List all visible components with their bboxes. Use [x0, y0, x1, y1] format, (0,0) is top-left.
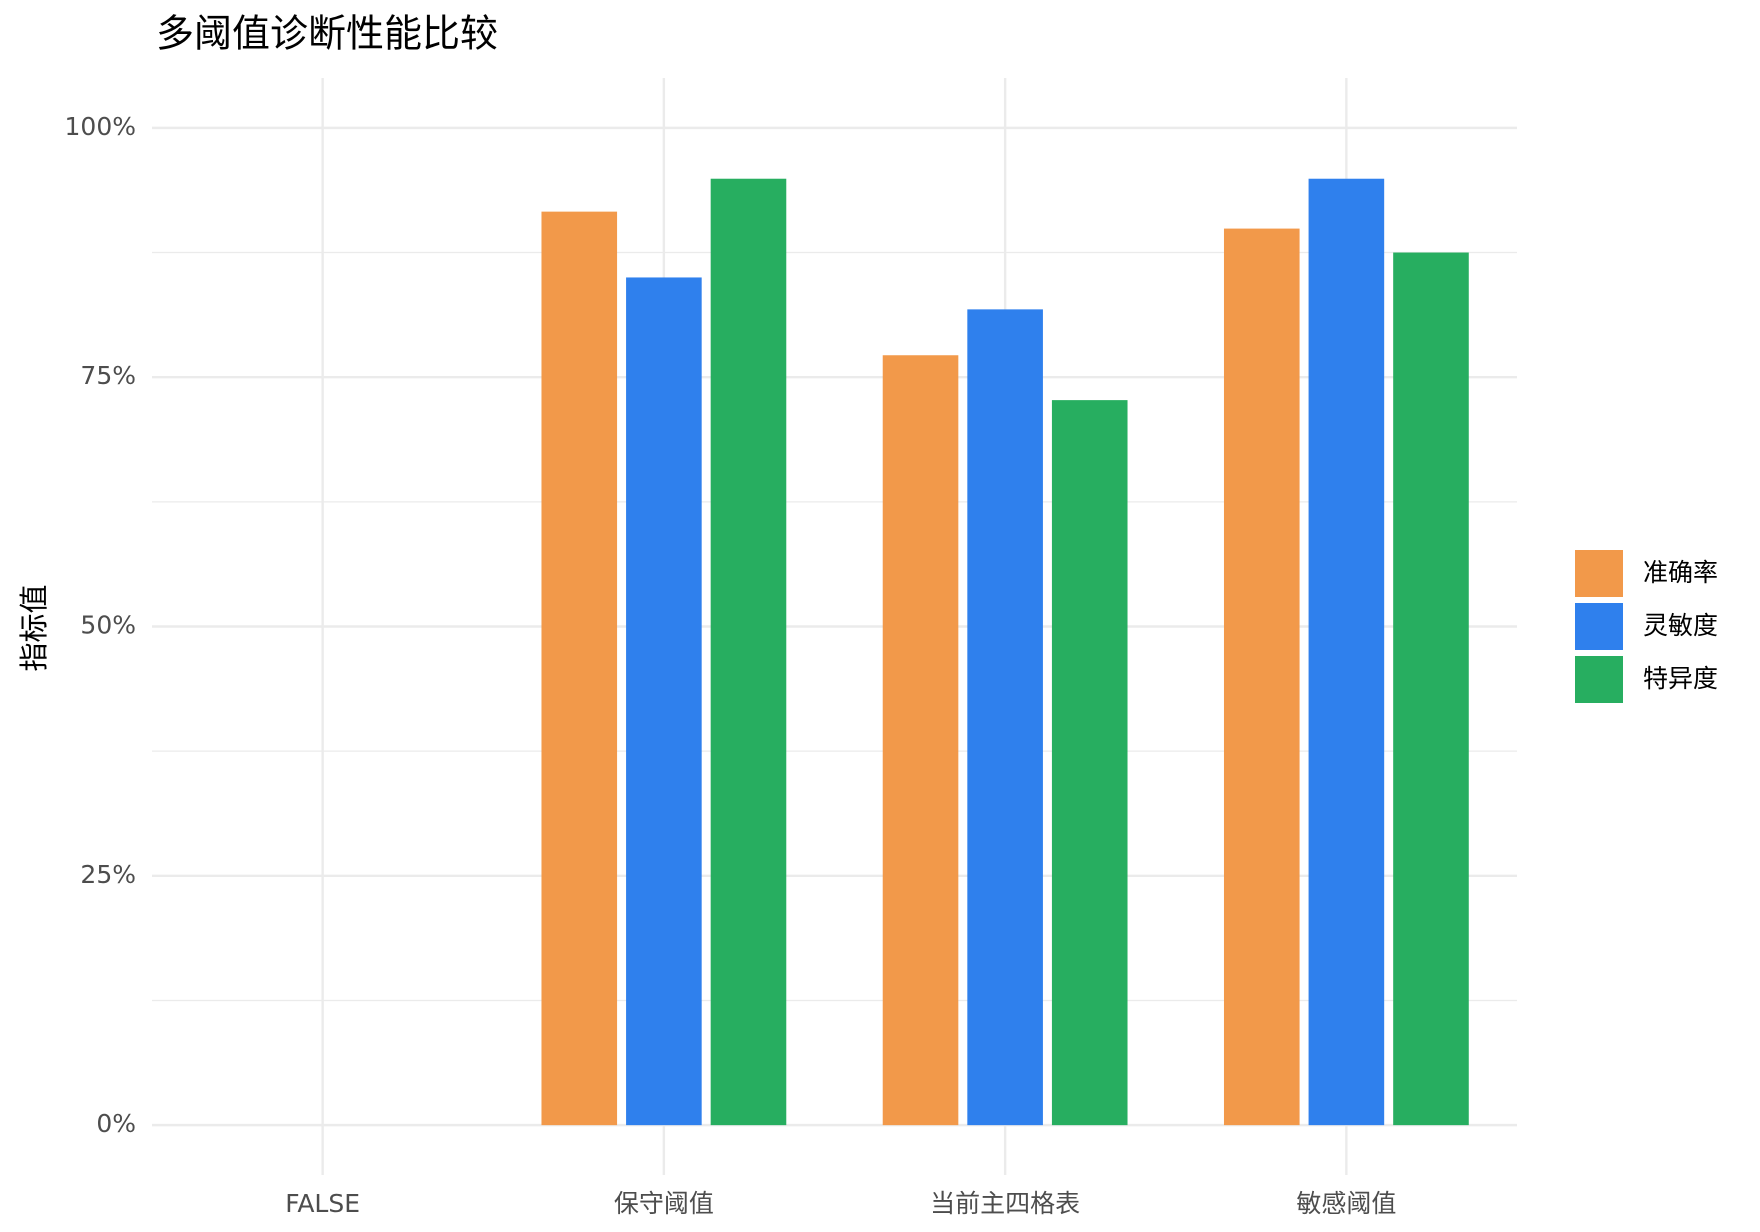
- y-tick-label: 100%: [65, 112, 136, 141]
- bar: [626, 277, 702, 1126]
- legend-label: 特异度: [1643, 664, 1718, 693]
- bar: [541, 211, 618, 1126]
- bar: [710, 178, 787, 1126]
- legend-label: 准确率: [1643, 558, 1718, 587]
- y-tick-label: 25%: [80, 860, 136, 889]
- y-tick-label: 50%: [80, 611, 136, 640]
- chart-title: 多阈值诊断性能比较: [156, 12, 498, 56]
- x-tick-label: 保守阈值: [614, 1189, 714, 1218]
- legend-label: 灵敏度: [1643, 611, 1718, 640]
- legend-key: [1575, 603, 1623, 650]
- x-tick-label: 敏感阈值: [1296, 1189, 1396, 1218]
- x-tick-label: FALSE: [285, 1189, 360, 1218]
- y-tick-label: 0%: [96, 1109, 136, 1138]
- x-tick-label: 当前主四格表: [930, 1189, 1080, 1218]
- legend-key: [1575, 656, 1623, 703]
- y-axis-label: 指标值: [17, 584, 51, 671]
- bar: [1308, 178, 1385, 1126]
- y-tick-label: 75%: [80, 361, 136, 390]
- bar: [882, 355, 959, 1126]
- bar: [1051, 400, 1128, 1126]
- legend-key: [1575, 550, 1623, 597]
- bar: [1393, 252, 1469, 1126]
- bar: [1223, 228, 1300, 1126]
- bar: [967, 309, 1043, 1126]
